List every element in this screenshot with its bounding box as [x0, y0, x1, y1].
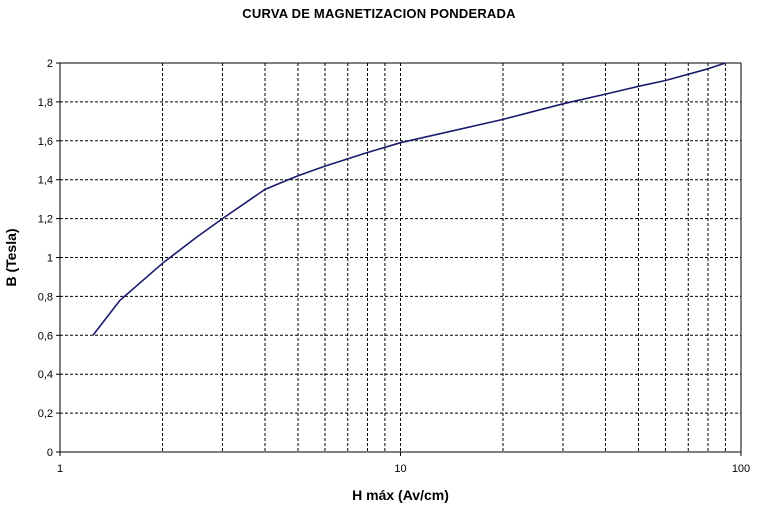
y-tick-label: 2 [47, 58, 53, 70]
y-tick-label: 0,8 [38, 291, 53, 303]
x-tick-label: 1 [57, 463, 63, 475]
magnetization-curve [92, 62, 726, 336]
x-tick-label: 100 [732, 463, 750, 475]
y-tick-label: 1,8 [38, 97, 53, 109]
y-tick-labels: 0 0,2 0,4 0,6 0,8 1 1,2 1,4 1,6 1,8 2 [38, 58, 60, 459]
grid-layer [60, 63, 741, 452]
y-tick-label: 0,6 [38, 330, 53, 342]
y-tick-label: 1,2 [38, 214, 53, 226]
y-tick-label: 1,6 [38, 136, 53, 148]
y-tick-label: 1 [47, 253, 53, 265]
y-tick-label: 0,4 [38, 369, 53, 381]
chart-title: CURVA DE MAGNETIZACION PONDERADA [242, 6, 516, 21]
y-tick-label: 0 [47, 447, 53, 459]
y-tick-label: 1,4 [38, 175, 53, 187]
y-axis-title: B (Tesla) [3, 228, 19, 286]
x-tick-labels: 1 10 100 [57, 452, 750, 475]
x-axis-title: H máx (Av/cm) [352, 487, 449, 503]
y-tick-label: 0,2 [38, 408, 53, 420]
curve-layer [92, 62, 726, 336]
x-tick-label: 10 [394, 463, 406, 475]
